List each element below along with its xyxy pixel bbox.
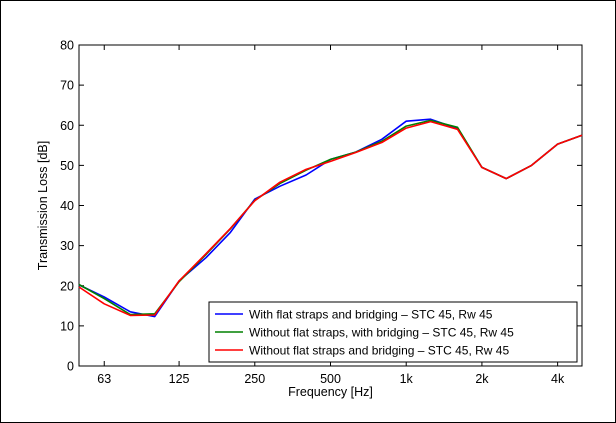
x-tick-label: 500 — [320, 372, 341, 386]
x-tick-label: 1k — [400, 372, 414, 386]
x-tick-label: 2k — [475, 372, 489, 386]
y-axis-label: Transmission Loss [dB] — [36, 141, 50, 270]
x-tick-label: 4k — [551, 372, 565, 386]
legend-label-1: With flat straps and bridging – STC 45, … — [249, 308, 493, 322]
legend: With flat straps and bridging – STC 45, … — [208, 301, 578, 363]
x-axis-label: Frequency [Hz] — [288, 385, 373, 399]
legend-box — [208, 301, 578, 363]
series-line-3 — [78, 120, 583, 317]
y-tick-label: 30 — [60, 239, 74, 253]
y-tick-label: 40 — [60, 199, 74, 213]
y-tick-label: 10 — [60, 319, 74, 333]
y-tick-label: 60 — [60, 119, 74, 133]
y-tick-label: 50 — [60, 159, 74, 173]
y-tick-label: 20 — [60, 279, 74, 293]
legend-label-2: Without flat straps, with bridging – STC… — [249, 326, 514, 340]
y-tick-label: 70 — [60, 79, 74, 93]
x-tick-label: 125 — [169, 372, 190, 386]
x-tick-label: 63 — [97, 372, 111, 386]
x-tick-label: 250 — [244, 372, 265, 386]
series-lines — [78, 118, 583, 318]
y-tick-label: 80 — [60, 39, 74, 53]
y-tick-label: 0 — [67, 360, 74, 374]
axis-ticks: 0 10 20 30 40 50 60 70 80 63 125 250 500 1k 2k 4k — [60, 39, 582, 386]
legend-label-3: Without flat straps and bridging – STC 4… — [249, 344, 509, 358]
